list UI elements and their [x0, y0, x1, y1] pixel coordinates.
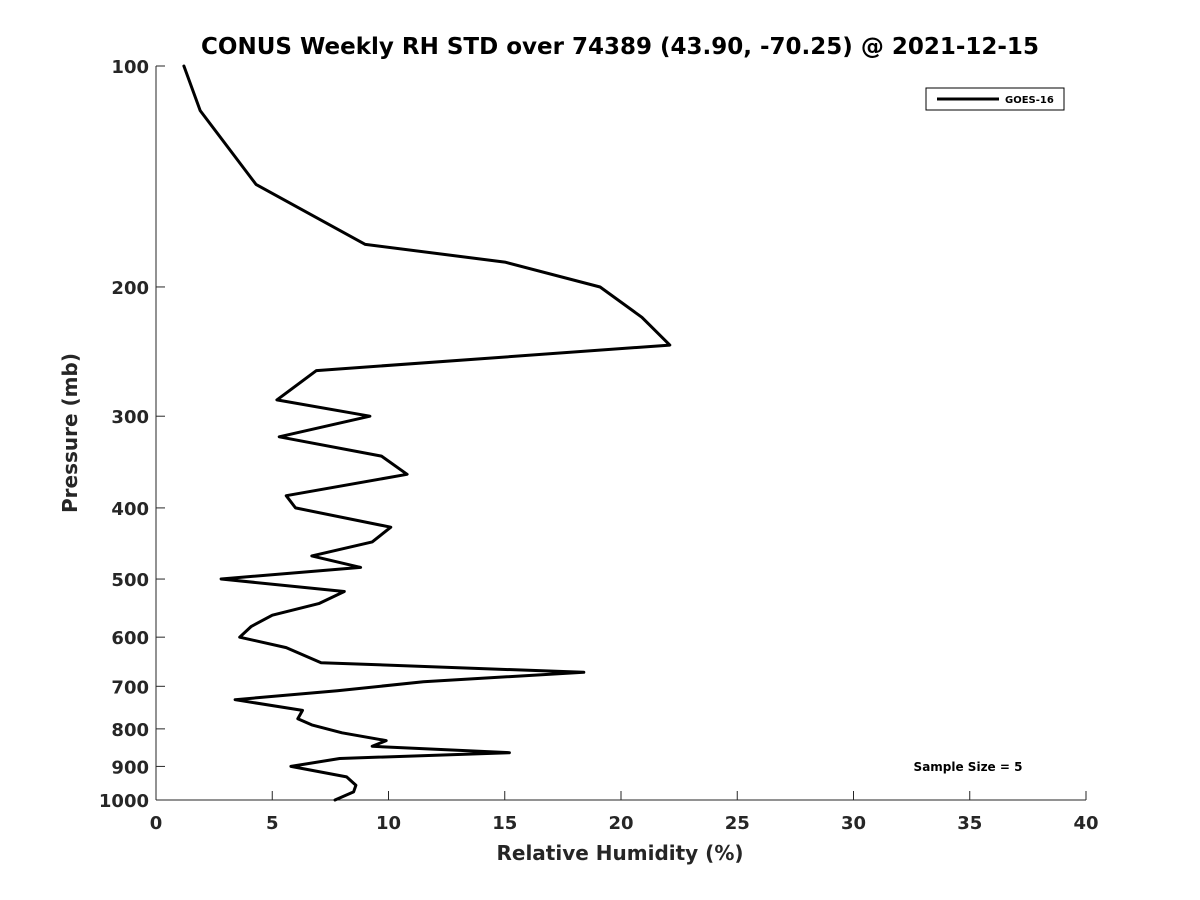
series-line-goes-16 [182, 64, 672, 802]
x-axis-label: Relative Humidity (%) [496, 841, 743, 865]
x-tick-label: 40 [1073, 813, 1098, 834]
x-tick-label: 25 [725, 813, 750, 834]
legend-label-goes-16: GOES-16 [1005, 95, 1054, 106]
legend: GOES-16 [925, 87, 1065, 111]
sample-size-annotation: Sample Size = 5 [914, 760, 1023, 774]
y-tick-label: 300 [111, 407, 149, 428]
y-tick-label: 800 [111, 720, 149, 741]
x-tick-label: 20 [608, 813, 633, 834]
y-tick-label: 200 [111, 278, 149, 299]
x-tick-label: 10 [376, 813, 401, 834]
x-tick-label: 0 [150, 813, 163, 834]
x-tick-label: 15 [492, 813, 517, 834]
y-tick-label: 1000 [99, 791, 149, 812]
y-tick-label: 100 [111, 57, 149, 78]
x-tick-label: 5 [266, 813, 279, 834]
series-layer [182, 64, 672, 802]
y-tick-label: 500 [111, 570, 149, 591]
y-tick-label: 900 [111, 757, 149, 778]
x-tick-label: 35 [957, 813, 982, 834]
y-tick-label: 700 [111, 677, 149, 698]
chart-title: CONUS Weekly RH STD over 74389 (43.90, -… [201, 34, 1039, 60]
y-tick-label: 600 [111, 628, 149, 649]
x-tick-label: 30 [841, 813, 866, 834]
ticks: 0 5 10 15 20 25 30 35 40 100 200 300 400 500 600 700 800… [99, 57, 1099, 834]
y-axis-label: Pressure (mb) [58, 353, 82, 513]
y-tick-label: 400 [111, 499, 149, 520]
plot-area [156, 66, 1086, 800]
